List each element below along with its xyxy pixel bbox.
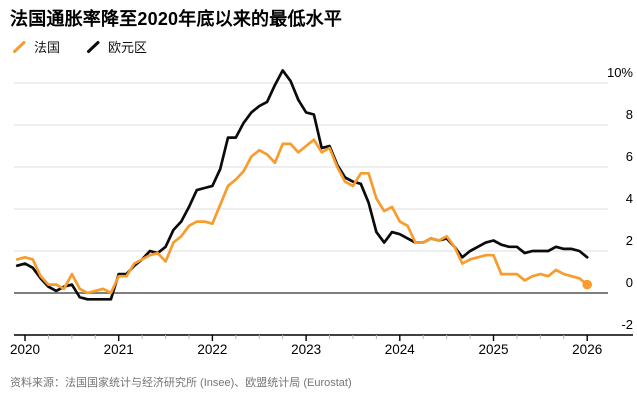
source-note: 资料来源：法国国家统计与经济研究所 (Insee)、欧盟统计局 (Eurosta…	[10, 377, 352, 389]
legend-item-france: 法国	[12, 37, 60, 56]
svg-text:4: 4	[626, 191, 633, 206]
svg-text:2024: 2024	[385, 342, 416, 357]
svg-text:2023: 2023	[291, 342, 321, 357]
svg-text:2025: 2025	[478, 342, 508, 357]
svg-text:2020: 2020	[10, 342, 40, 357]
axis-labels: -2 0 2 4 6 8 10% 2020 2021 2022 2023 2024 2025 2026	[10, 65, 633, 357]
legend: 法国 欧元区	[12, 37, 147, 56]
series-lines	[15, 69, 592, 301]
inflation-line-chart: -2 0 2 4 6 8 10% 2020 2021 2022 2023 2024 2025 2026	[10, 65, 633, 357]
svg-text:10%: 10%	[607, 65, 633, 80]
svg-text:2021: 2021	[104, 342, 134, 357]
svg-text:6: 6	[626, 149, 633, 164]
eurozone-slash-icon	[87, 40, 100, 53]
svg-text:2022: 2022	[197, 342, 227, 357]
svg-text:-2: -2	[621, 317, 633, 332]
gridlines	[14, 82, 608, 294]
legend-label-france: 法国	[34, 40, 61, 55]
svg-text:2: 2	[626, 233, 633, 248]
france-slash-icon	[13, 40, 26, 53]
svg-text:0: 0	[626, 275, 633, 290]
x-axis	[14, 334, 633, 341]
svg-text:8: 8	[626, 107, 633, 122]
chart-title: 法国通胀率降至2020年底以来的最低水平	[10, 9, 343, 29]
legend-label-eurozone: 欧元区	[108, 40, 148, 55]
legend-item-eurozone: 欧元区	[86, 37, 147, 56]
svg-text:2026: 2026	[572, 342, 602, 357]
